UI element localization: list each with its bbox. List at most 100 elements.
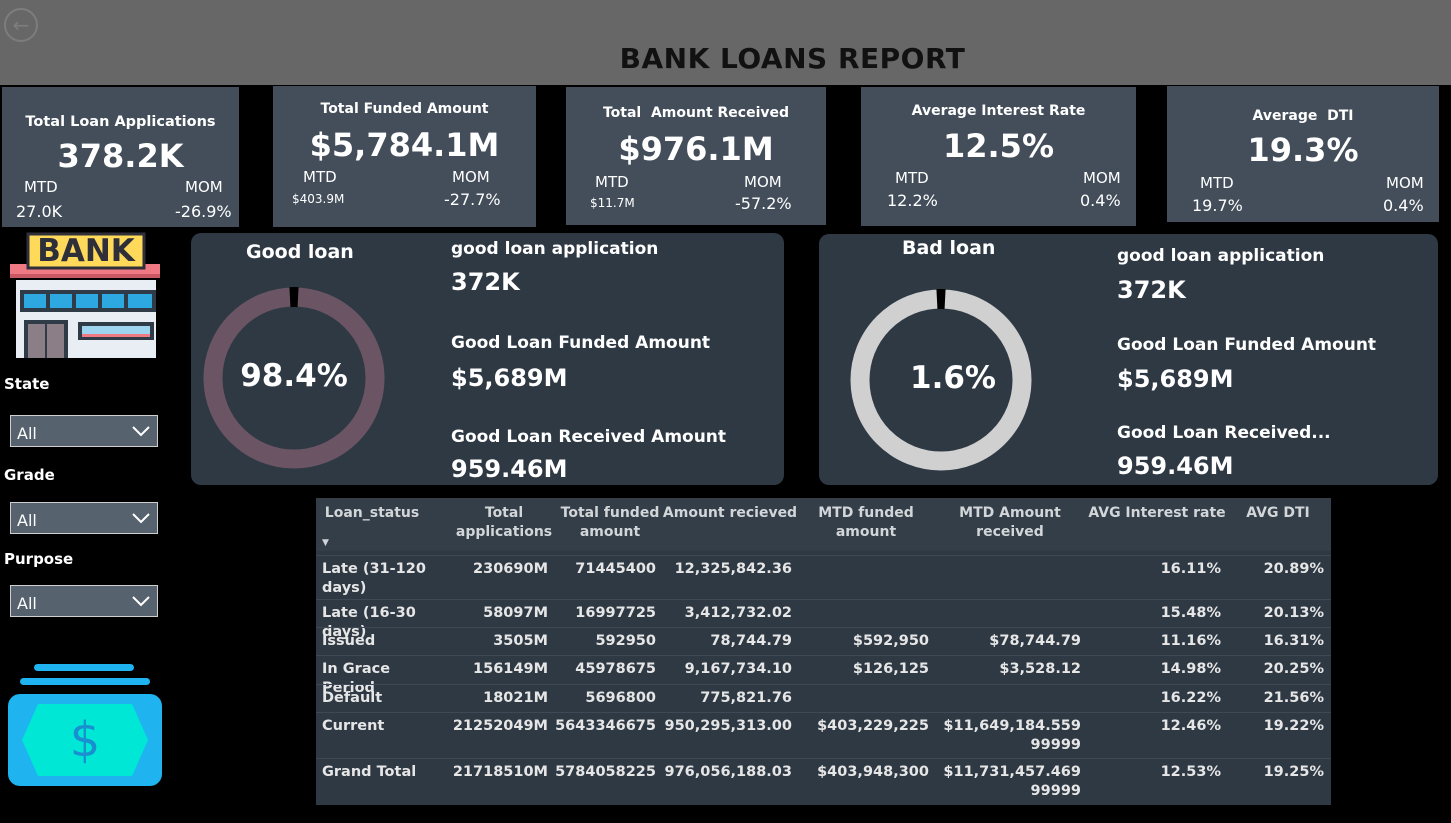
row-label: Grand Total xyxy=(322,764,417,780)
table-cell: 12.53% xyxy=(1160,764,1221,780)
mtd-label: MTD xyxy=(303,168,337,186)
mtd-value: 19.7% xyxy=(1192,196,1243,215)
bad-loan-application-value: 372K xyxy=(1117,276,1186,304)
column-header[interactable]: MTD funded amount xyxy=(818,505,914,540)
table-cell: 5643346675 xyxy=(555,718,656,734)
table-cell: 78,744.79 xyxy=(710,633,792,649)
bad-loan-application-label: good loan application xyxy=(1117,246,1325,266)
kpi-value: 12.5% xyxy=(942,127,1054,165)
table-cell: 3,412,732.02 xyxy=(684,605,792,621)
table-cell: 12.46% xyxy=(1160,718,1221,734)
table-cell: 21252049M xyxy=(452,718,548,734)
dollar-sign: $ xyxy=(69,712,101,768)
kpi-label: Average DTI xyxy=(1252,108,1354,124)
chevron-down-icon xyxy=(131,421,151,445)
column-header[interactable]: Loan_status xyxy=(324,505,420,521)
table-cell: 19.22% xyxy=(1263,718,1324,734)
table-row: Late (31-120 days) 230690M 71445400 12,325,… xyxy=(316,555,1331,599)
column-header[interactable]: Amount recieved xyxy=(662,505,798,521)
table-cell: $3,528.12 xyxy=(999,661,1081,677)
table-row: Current 21252049M 5643346675 950,295,313.00… xyxy=(316,712,1331,758)
column-header[interactable]: MTD Amount received xyxy=(959,505,1061,540)
bad-loan-received-value: 959.46M xyxy=(1117,452,1234,480)
mom-value: 0.4% xyxy=(1383,196,1424,215)
table-cell: 18021M xyxy=(483,690,548,706)
dollar-bill-icon: $ xyxy=(8,662,162,788)
table-cell: 14.98% xyxy=(1160,661,1221,677)
column-header[interactable]: Total applications xyxy=(455,505,553,540)
table-header xyxy=(316,498,1331,551)
bank-building-icon: BANK xyxy=(10,230,160,360)
table-cell: 20.89% xyxy=(1263,561,1324,577)
table-row: Issued 3505M 592950 78,744.79 $592,950 $78,74… xyxy=(316,627,1331,655)
table-cell: 71445400 xyxy=(575,561,656,577)
grade-dropdown[interactable]: All xyxy=(10,502,158,534)
table-cell: 3505M xyxy=(493,633,548,649)
table-cell: 11.16% xyxy=(1160,633,1221,649)
bank-sign-text: BANK xyxy=(37,233,135,269)
table-cell: 775,821.76 xyxy=(700,690,792,706)
mom-label: MOM xyxy=(185,178,223,196)
back-arrow-icon[interactable]: ← xyxy=(4,8,38,42)
state-dropdown-value: All xyxy=(17,424,37,443)
column-header[interactable]: Total funded amount xyxy=(560,505,660,540)
row-label: Late (31-120 days) xyxy=(322,561,426,596)
bad-loan-funded-value: $5,689M xyxy=(1117,365,1234,393)
page-title: BANK LOANS REPORT xyxy=(619,42,966,75)
table-cell: 156149M xyxy=(473,661,548,677)
table-cell: $126,125 xyxy=(852,661,929,677)
purpose-dropdown[interactable]: All xyxy=(10,585,158,617)
table-cell: 592950 xyxy=(595,633,656,649)
table-cell: 58097M xyxy=(483,605,548,621)
good-loan-funded-value: $5,689M xyxy=(451,364,568,392)
chevron-down-icon xyxy=(131,591,151,615)
kpi-value: 378.2K xyxy=(57,137,184,175)
row-label: Current xyxy=(322,718,385,734)
good-loan-panel: Good loan 98.4% good loan application 37… xyxy=(191,233,784,485)
purpose-slicer-label: Purpose xyxy=(4,550,74,568)
grade-dropdown-value: All xyxy=(17,511,37,530)
mtd-label: MTD xyxy=(895,169,929,187)
bad-loan-percent: 1.6% xyxy=(910,360,996,396)
good-loan-title: Good loan xyxy=(246,241,354,263)
column-header[interactable]: AVG DTI xyxy=(1246,505,1310,521)
kpi-value: $976.1M xyxy=(618,130,774,168)
table-cell: 21718510M xyxy=(452,764,548,780)
good-loan-received-label: Good Loan Received Amount xyxy=(451,427,727,447)
table-cell: 15.48% xyxy=(1160,605,1221,621)
table-cell: $403,948,300 xyxy=(817,764,929,780)
kpi-total-funded-amount: Total Funded Amount $5,784.1M MTD $403.9… xyxy=(273,86,536,227)
mom-value: -27.7% xyxy=(444,190,501,209)
table-cell: 16.11% xyxy=(1160,561,1221,577)
row-label: Issued xyxy=(322,633,376,649)
sort-desc-icon[interactable]: ▼ xyxy=(322,538,329,548)
mtd-value: 12.2% xyxy=(887,191,938,210)
state-slicer-label: State xyxy=(4,375,50,393)
kpi-average-dti: Average DTI 19.3% MTD 19.7% MOM 0.4% xyxy=(1167,86,1439,222)
mom-value: 0.4% xyxy=(1080,191,1121,210)
good-loan-percent: 98.4% xyxy=(240,358,348,394)
header-bar: ← BANK LOANS REPORT xyxy=(0,0,1451,85)
mom-label: MOM xyxy=(1083,169,1121,187)
state-dropdown[interactable]: All xyxy=(10,415,158,447)
table-cell: $11,649,184.55999999 xyxy=(943,718,1081,753)
kpi-label: Total Funded Amount xyxy=(320,101,489,117)
table-row: In Grace Period 156149M 45978675 9,167,734.… xyxy=(316,655,1331,696)
mtd-value: $403.9M xyxy=(292,192,345,206)
mom-value: -26.9% xyxy=(175,202,232,221)
table-cell: 16.22% xyxy=(1160,690,1221,706)
chevron-down-icon xyxy=(131,508,151,532)
good-loan-application-label: good loan application xyxy=(451,239,659,259)
bad-loan-received-label: Good Loan Received... xyxy=(1117,423,1331,443)
table-cell: $592,950 xyxy=(852,633,929,649)
mtd-value: 27.0K xyxy=(16,202,63,221)
row-label: Late (16-30 days) xyxy=(322,605,416,640)
table-cell: 976,056,188.03 xyxy=(664,764,792,780)
table-cell: $11,731,457.46999999 xyxy=(943,764,1081,799)
bad-loan-panel: Bad loan 1.6% good loan application 372K… xyxy=(819,234,1438,485)
row-label: Default xyxy=(322,690,383,706)
table-cell: 21.56% xyxy=(1263,690,1324,706)
table-cell: 16.31% xyxy=(1263,633,1324,649)
column-header[interactable]: AVG Interest rate xyxy=(1088,505,1226,521)
table-row: Late (16-30 days) 58097M 16997725 3,412,732… xyxy=(316,599,1331,640)
